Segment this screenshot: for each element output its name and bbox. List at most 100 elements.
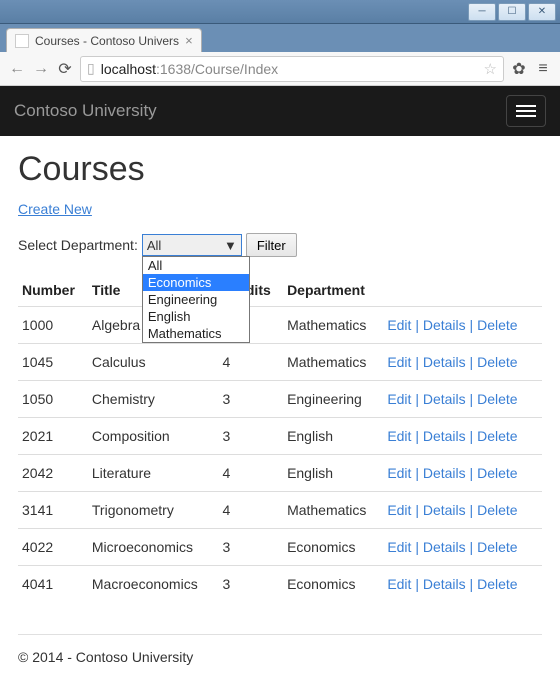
edit-link[interactable]: Edit <box>387 502 411 518</box>
table-row: 4022Microeconomics3EconomicsEdit | Detai… <box>18 529 542 566</box>
table-cell: Macroeconomics <box>88 566 219 603</box>
table-row: 3141Trigonometry4MathematicsEdit | Detai… <box>18 492 542 529</box>
page-icon: ▯ <box>87 60 95 77</box>
table-cell: 3 <box>219 566 284 603</box>
table-column-header: Number <box>18 274 88 307</box>
table-cell: 4022 <box>18 529 88 566</box>
table-cell: 1050 <box>18 381 88 418</box>
details-link[interactable]: Details <box>423 317 466 333</box>
table-cell: Calculus <box>88 344 219 381</box>
table-cell: Mathematics <box>283 307 383 344</box>
details-link[interactable]: Details <box>423 391 466 407</box>
dropdown-option[interactable]: Economics <box>143 274 249 291</box>
table-actions-cell: Edit | Details | Delete <box>383 492 542 529</box>
details-link[interactable]: Details <box>423 465 466 481</box>
select-value: All <box>147 238 161 253</box>
table-actions-cell: Edit | Details | Delete <box>383 529 542 566</box>
details-link[interactable]: Details <box>423 502 466 518</box>
table-row: 2042Literature4EnglishEdit | Details | D… <box>18 455 542 492</box>
table-actions-cell: Edit | Details | Delete <box>383 455 542 492</box>
dropdown-option[interactable]: English <box>143 308 249 325</box>
address-bar[interactable]: ▯ localhost:1638/Course/Index ☆ <box>80 56 504 82</box>
edit-link[interactable]: Edit <box>387 539 411 555</box>
table-column-header: Department <box>283 274 383 307</box>
delete-link[interactable]: Delete <box>477 391 517 407</box>
table-cell: English <box>283 418 383 455</box>
forward-icon[interactable]: → <box>32 60 50 78</box>
filter-label: Select Department: <box>18 237 138 253</box>
table-cell: Economics <box>283 566 383 603</box>
delete-link[interactable]: Delete <box>477 465 517 481</box>
create-new-link[interactable]: Create New <box>18 201 92 217</box>
delete-link[interactable]: Delete <box>477 428 517 444</box>
table-column-header <box>383 274 542 307</box>
table-row: 1000AlgebraMathematicsEdit | Details | D… <box>18 307 542 344</box>
chevron-down-icon: ▼ <box>224 238 237 253</box>
reload-icon[interactable]: ⟳ <box>56 59 74 79</box>
browser-toolbar: ← → ⟳ ▯ localhost:1638/Course/Index ☆ ✿ … <box>0 52 560 86</box>
details-link[interactable]: Details <box>423 576 466 592</box>
close-window-button[interactable]: ✕ <box>528 3 556 21</box>
table-cell: 3 <box>219 418 284 455</box>
edit-link[interactable]: Edit <box>387 428 411 444</box>
tab-title: Courses - Contoso Univers <box>35 34 179 48</box>
table-cell: English <box>283 455 383 492</box>
department-dropdown[interactable]: AllEconomicsEngineeringEnglishMathematic… <box>142 256 250 343</box>
window-titlebar: ─ ☐ ✕ <box>0 0 560 24</box>
page: Contoso University Courses Create New Se… <box>0 86 560 665</box>
browser-tabbar: Courses - Contoso Univers × <box>0 24 560 52</box>
table-actions-cell: Edit | Details | Delete <box>383 381 542 418</box>
browser-tab[interactable]: Courses - Contoso Univers × <box>6 28 202 52</box>
table-row: 1050Chemistry3EngineeringEdit | Details … <box>18 381 542 418</box>
dropdown-option[interactable]: Mathematics <box>143 325 249 342</box>
footer: © 2014 - Contoso University <box>18 634 542 665</box>
dropdown-option[interactable]: All <box>143 257 249 274</box>
table-cell: Composition <box>88 418 219 455</box>
table-cell: 3141 <box>18 492 88 529</box>
site-navbar: Contoso University <box>0 86 560 136</box>
table-cell: Literature <box>88 455 219 492</box>
delete-link[interactable]: Delete <box>477 539 517 555</box>
edit-link[interactable]: Edit <box>387 317 411 333</box>
table-cell: Engineering <box>283 381 383 418</box>
table-actions-cell: Edit | Details | Delete <box>383 418 542 455</box>
details-link[interactable]: Details <box>423 539 466 555</box>
filter-button[interactable]: Filter <box>246 233 297 257</box>
maximize-button[interactable]: ☐ <box>498 3 526 21</box>
url-path: :1638/Course/Index <box>156 61 278 77</box>
bookmark-star-icon[interactable]: ☆ <box>484 60 497 78</box>
table-cell: 4041 <box>18 566 88 603</box>
edit-link[interactable]: Edit <box>387 576 411 592</box>
table-body: 1000AlgebraMathematicsEdit | Details | D… <box>18 307 542 603</box>
table-cell: 2021 <box>18 418 88 455</box>
delete-link[interactable]: Delete <box>477 317 517 333</box>
details-link[interactable]: Details <box>423 428 466 444</box>
courses-table: NumberTitleCreditsDepartment 1000Algebra… <box>18 273 542 602</box>
department-select[interactable]: All ▼ AllEconomicsEngineeringEnglishMath… <box>142 234 242 256</box>
edit-link[interactable]: Edit <box>387 465 411 481</box>
edit-link[interactable]: Edit <box>387 354 411 370</box>
table-cell: Microeconomics <box>88 529 219 566</box>
table-cell: 4 <box>219 492 284 529</box>
tab-close-icon[interactable]: × <box>185 33 193 48</box>
delete-link[interactable]: Delete <box>477 354 517 370</box>
table-cell: 3 <box>219 529 284 566</box>
gear-icon[interactable]: ✿ <box>510 59 528 79</box>
table-header-row: NumberTitleCreditsDepartment <box>18 274 542 307</box>
table-cell: 3 <box>219 381 284 418</box>
page-heading: Courses <box>18 150 542 189</box>
tab-favicon <box>15 34 29 48</box>
details-link[interactable]: Details <box>423 354 466 370</box>
delete-link[interactable]: Delete <box>477 502 517 518</box>
navbar-brand[interactable]: Contoso University <box>14 101 157 121</box>
delete-link[interactable]: Delete <box>477 576 517 592</box>
minimize-button[interactable]: ─ <box>468 3 496 21</box>
back-icon[interactable]: ← <box>8 60 26 78</box>
dropdown-option[interactable]: Engineering <box>143 291 249 308</box>
navbar-toggle-button[interactable] <box>506 95 546 127</box>
table-cell: 4 <box>219 455 284 492</box>
edit-link[interactable]: Edit <box>387 391 411 407</box>
menu-icon[interactable]: ≡ <box>534 60 552 78</box>
table-cell: 4 <box>219 344 284 381</box>
table-cell: 1045 <box>18 344 88 381</box>
